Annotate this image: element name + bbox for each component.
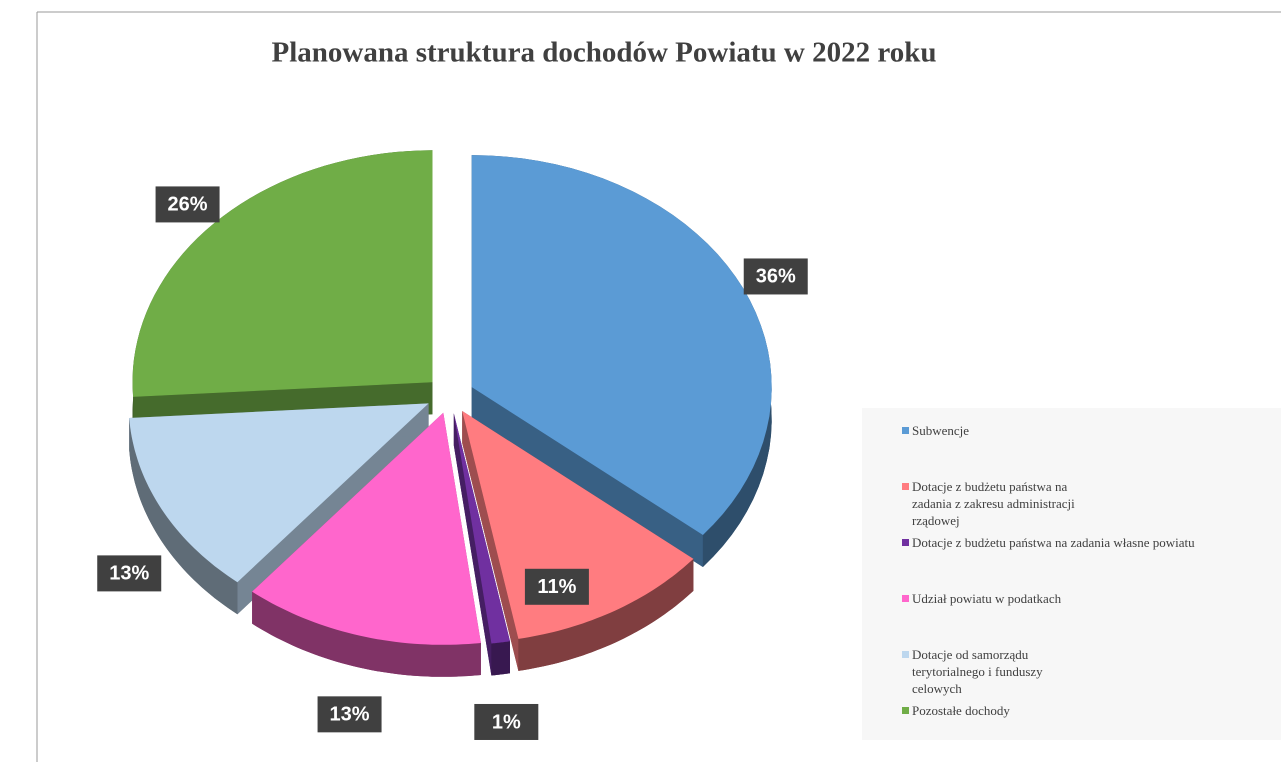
slice-side [491, 641, 510, 676]
slice [132, 150, 433, 429]
slice [129, 403, 429, 583]
data-label: 13% [330, 704, 370, 726]
legend-item: Dotacje od samorządu terytorialnego i fu… [902, 646, 1271, 702]
chart-title: Planowana struktura dochodów Powiatu w 2… [272, 37, 937, 69]
data-label-box [743, 258, 808, 295]
slice [462, 411, 694, 639]
legend-item: Dotacje z budżetu państwa na zadania z z… [902, 478, 1271, 534]
slice [471, 155, 772, 535]
legend-swatch [902, 539, 909, 546]
data-label: 1% [492, 711, 521, 733]
data-label-box [155, 186, 220, 223]
legend-item: Subwencje [902, 422, 1271, 478]
data-label: 11% [537, 576, 576, 598]
legend-label: Udział powiatu w podatkach [912, 591, 1062, 606]
legend-label: Subwencje [912, 423, 970, 438]
slice [453, 413, 510, 676]
slice [471, 155, 772, 567]
legend-label: Dotacje z budżetu państwa na zadania z z… [912, 479, 1075, 528]
data-label: 36% [756, 266, 796, 288]
slice-side [453, 413, 492, 676]
data-label: 26% [168, 194, 208, 216]
slice [252, 412, 481, 677]
legend-swatch [902, 651, 909, 658]
legend: Subwencje Dotacje z budżetu państwa na za… [862, 408, 1281, 740]
slice [252, 412, 481, 645]
legend-swatch [902, 483, 909, 490]
legend-label: Dotacje od samorządu terytorialnego i fu… [912, 647, 1043, 696]
slice-side [129, 418, 238, 615]
legend-item: Dotacje z budżetu państwa na zadania wła… [902, 534, 1271, 590]
legend-swatch [902, 595, 909, 602]
data-label: 13% [109, 563, 149, 585]
legend-item: Pozostałe dochody [902, 702, 1271, 758]
legend-label: Dotacje z budżetu państwa na zadania wła… [912, 535, 1195, 550]
data-label-box [524, 568, 589, 605]
slice [132, 150, 433, 397]
data-label-box [317, 696, 382, 733]
data-label-box [97, 555, 162, 592]
slice-side [462, 411, 519, 671]
legend-item: Udział powiatu w podatkach [902, 590, 1271, 646]
legend-label: Pozostałe dochody [912, 703, 1010, 718]
legend-swatch [902, 707, 909, 714]
slice-side [252, 591, 481, 677]
legend-swatch [902, 427, 909, 434]
slice-side [471, 387, 703, 567]
slice-side [518, 558, 694, 671]
slice [462, 411, 694, 671]
data-label-box [474, 703, 539, 740]
slice [453, 413, 510, 644]
